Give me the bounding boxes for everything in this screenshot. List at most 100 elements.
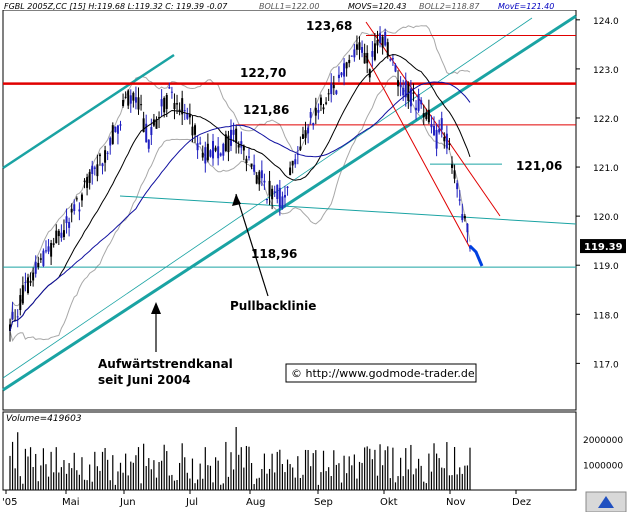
candle-body (325, 102, 328, 104)
candle-body (173, 102, 176, 110)
candle-body (384, 31, 387, 46)
candle-body (355, 44, 358, 50)
candle-body (116, 125, 119, 134)
candle-body (294, 159, 297, 165)
candle-body (343, 63, 346, 77)
candle-body (24, 282, 27, 284)
candle-body (60, 232, 63, 238)
candle-body (199, 142, 202, 144)
candle-body (158, 117, 161, 119)
candle-body (425, 112, 428, 119)
candle-body (404, 81, 407, 98)
candle-body (11, 311, 14, 320)
candle-body (55, 230, 58, 244)
candle-body (186, 113, 189, 119)
candle-body (19, 295, 22, 311)
candle-body (42, 250, 45, 266)
candle-body (219, 153, 222, 156)
candle-body (237, 144, 240, 148)
candle-body (230, 129, 233, 146)
header-info: FGBL 2005Z,CC [15] H:119.68 L:119.32 C: … (4, 2, 228, 11)
candle-body (62, 230, 65, 238)
candle-body (420, 100, 423, 105)
candle-body (386, 42, 389, 56)
candle-body (394, 64, 397, 72)
candle-body (330, 83, 333, 95)
candle-body (417, 94, 420, 111)
candle-body (93, 167, 96, 169)
channel-lower-line (2, 14, 577, 392)
candle-body (240, 141, 243, 148)
candle-body (209, 150, 212, 157)
candle-body (448, 143, 451, 146)
candle-body (463, 215, 466, 219)
candle-body (152, 119, 155, 126)
y-tick-label: 120.0 (593, 213, 619, 223)
price-badge-value: 119.39 (584, 242, 623, 253)
candle-body (165, 95, 168, 109)
candle-body (101, 163, 104, 167)
candle-body (443, 136, 446, 142)
candle-body (332, 85, 335, 89)
candle-body (168, 87, 171, 89)
candle-body (268, 180, 271, 196)
candle-body (170, 91, 173, 93)
candle-body (445, 133, 448, 149)
candle-body (399, 84, 402, 87)
candle-body (140, 104, 143, 106)
bollinger-lower (9, 75, 471, 342)
candle-body (217, 146, 220, 159)
candle-body (389, 59, 392, 61)
candle-body (265, 199, 268, 201)
y-tick-label: 122.0 (593, 115, 619, 125)
price-badge (580, 239, 626, 254)
candle-body (191, 126, 194, 136)
candle-body (278, 187, 281, 208)
label-resistance: 122,70 (240, 66, 286, 80)
header-move: MovE=121.40 (498, 2, 554, 11)
candle-body (422, 113, 425, 118)
candle-body (456, 183, 459, 190)
candle-body (21, 285, 24, 304)
candle-body (337, 74, 340, 79)
candle-body (376, 40, 379, 46)
candle-body (83, 180, 86, 182)
y-tick-label: 117.0 (593, 360, 619, 370)
candle-body (381, 36, 384, 48)
candle-body (235, 128, 238, 143)
candle-body (453, 170, 456, 179)
x-tick-label: Aug (246, 497, 266, 508)
candle-body (412, 92, 415, 94)
candle-body (65, 216, 68, 224)
candle-body (307, 127, 310, 134)
candle-body (402, 87, 405, 96)
candle-body (309, 112, 312, 118)
candle-body (50, 242, 53, 257)
candle-body (57, 230, 60, 237)
candle-body (206, 143, 209, 161)
candle-body (391, 58, 394, 60)
candle-body (466, 223, 469, 233)
candle-body (137, 97, 140, 110)
candle-body (150, 127, 153, 136)
channel-upper-line (2, 53, 175, 170)
watermark-text: © http://www.godmode-trader.de (291, 367, 475, 380)
x-tick-label: '05 (2, 497, 17, 508)
candle-body (451, 164, 454, 168)
channel-arrowhead (151, 302, 161, 314)
candle-body (26, 277, 29, 294)
candle-body (358, 42, 361, 50)
pullback-line (119, 195, 577, 225)
candle-body (289, 167, 292, 175)
candle-body (224, 134, 227, 151)
label-pullback: Pullbacklinie (230, 299, 316, 313)
candle-body (122, 100, 125, 106)
candle-body (222, 143, 225, 156)
pullback-arrowhead (232, 194, 241, 206)
price-panel (2, 9, 577, 411)
current-day-highlight (468, 244, 484, 267)
candle-body (335, 90, 338, 94)
y-tick-label: 121.0 (593, 164, 619, 174)
